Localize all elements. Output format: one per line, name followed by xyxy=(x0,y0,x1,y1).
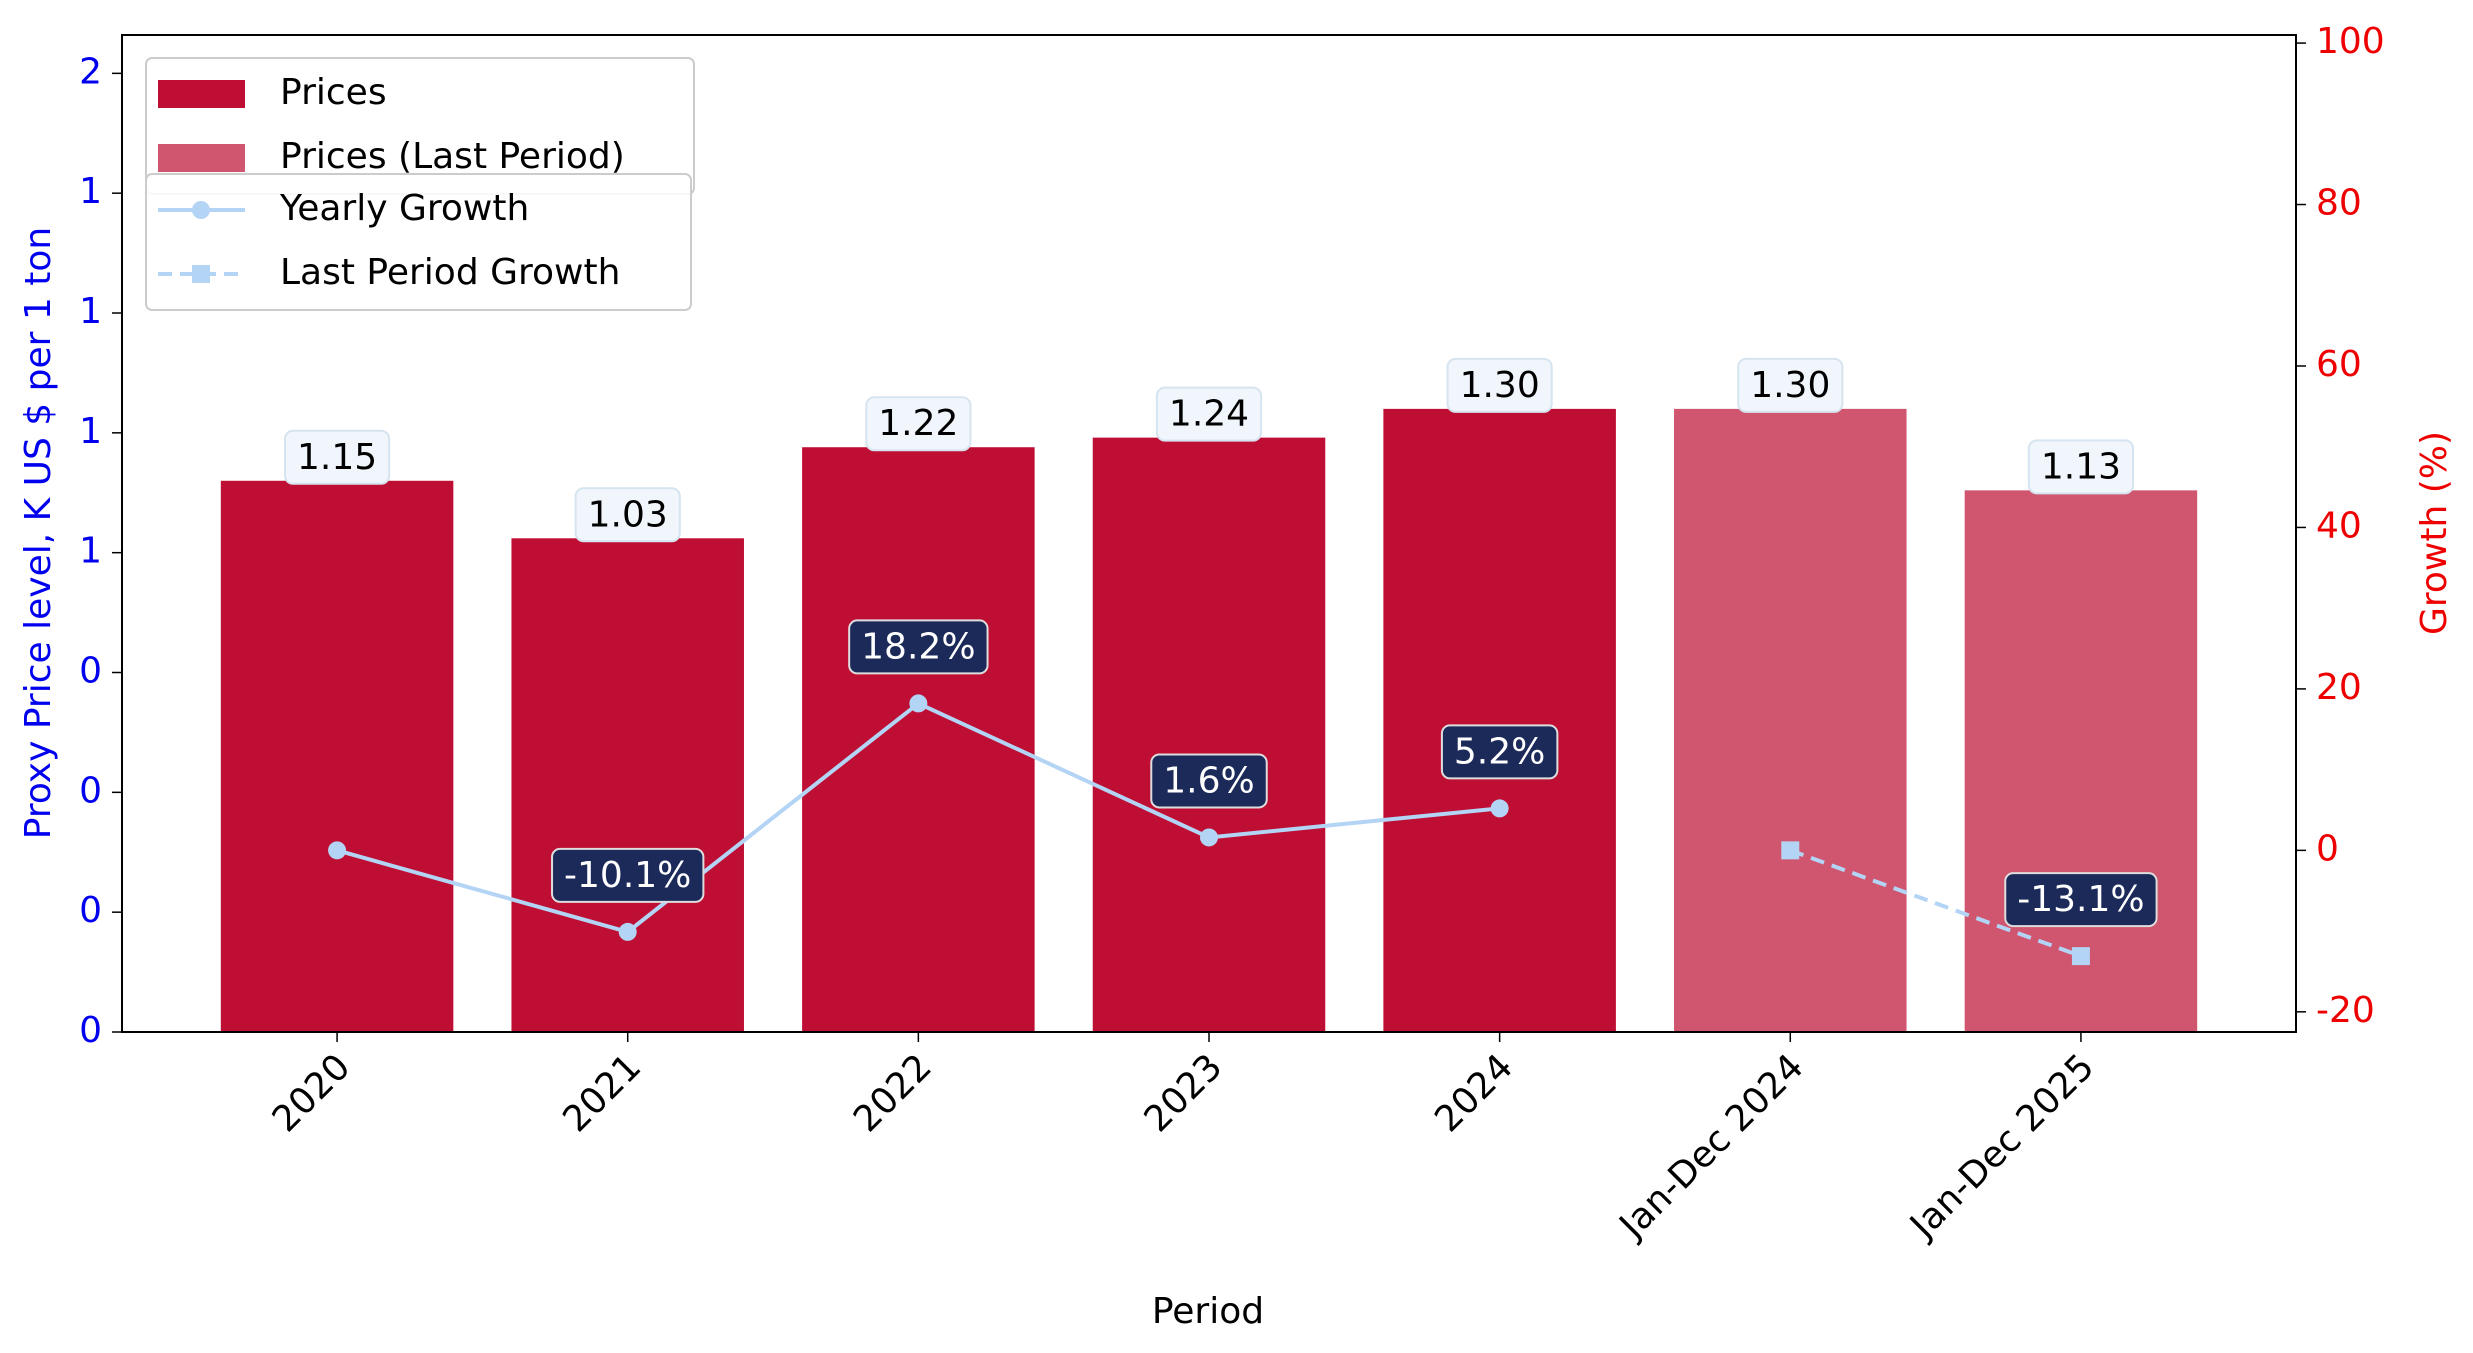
legend-label: Last Period Growth xyxy=(280,252,620,293)
bar xyxy=(511,538,744,1032)
y2-tick-label: -20 xyxy=(2316,990,2375,1031)
label-box xyxy=(1155,386,1263,442)
legend-swatch xyxy=(158,144,245,172)
y2-axis-label: Growth (%) xyxy=(2414,431,2455,635)
data-label: -10.1% xyxy=(564,855,691,896)
legend-swatch xyxy=(158,80,245,108)
data-label: 18.2% xyxy=(861,626,975,667)
y-tick-label: 0 xyxy=(79,1010,102,1051)
x-tick-label: 2022 xyxy=(846,1046,940,1140)
legend-marker xyxy=(192,265,210,283)
marker xyxy=(1490,799,1509,818)
data-label: 1.24 xyxy=(1169,394,1249,435)
label-box xyxy=(1446,357,1553,413)
x-tick-label: 2020 xyxy=(265,1046,359,1140)
label-box xyxy=(1440,724,1559,780)
label-box xyxy=(1150,753,1268,809)
label-box xyxy=(865,396,972,452)
label-box xyxy=(283,429,391,485)
marker xyxy=(328,841,347,860)
data-label: 1.22 xyxy=(878,403,958,444)
y-axis-label: Proxy Price level, K US $ per 1 ton xyxy=(18,227,59,839)
x-tick-label: 2021 xyxy=(555,1046,649,1140)
y-tick-label: 0 xyxy=(79,890,102,931)
label-box xyxy=(848,619,989,675)
y2-tick-label: 40 xyxy=(2316,505,2362,546)
label-box xyxy=(2027,439,2135,495)
legend-label: Yearly Growth xyxy=(279,188,529,229)
marker xyxy=(618,922,637,941)
labels: 1.15 1.03 1.22 1.24 1.30 1.30 1.13 -10.1% 18.2% 1… xyxy=(283,357,2158,928)
data-label: 1.13 xyxy=(2041,446,2121,487)
line xyxy=(1789,848,2082,958)
y-tick-label: 1 xyxy=(79,171,102,212)
bars xyxy=(220,408,2198,1032)
legend-label: Prices (Last Period) xyxy=(280,136,625,177)
y-tick-label: 1 xyxy=(79,291,102,332)
y2-tick-label: 20 xyxy=(2316,667,2362,708)
legend-marker xyxy=(192,201,210,219)
marker xyxy=(1200,828,1218,847)
y-tick-label: 2 xyxy=(79,51,102,92)
marker xyxy=(1781,841,1800,860)
data-label: 1.15 xyxy=(297,437,377,478)
bar xyxy=(220,480,454,1032)
x-tick-label: Jan-Dec 2024 xyxy=(1611,1046,1812,1247)
y-tick-label: 0 xyxy=(79,651,102,692)
y-tick-label: 1 xyxy=(79,531,102,572)
y-tick-label: 1 xyxy=(79,411,102,452)
bar xyxy=(1964,490,2198,1032)
x-tick-label: 2024 xyxy=(1427,1046,1521,1140)
marker xyxy=(2071,947,2090,966)
y2-tick-label: 0 xyxy=(2316,828,2339,869)
legend-label: Prices xyxy=(280,72,387,113)
label-box xyxy=(551,847,705,903)
bar xyxy=(1383,408,1616,1032)
marker xyxy=(909,694,928,713)
label-box xyxy=(574,487,681,543)
label-box xyxy=(2004,872,2158,928)
y-tick-label: 0 xyxy=(79,770,102,811)
lines xyxy=(328,694,2090,966)
label-box xyxy=(1737,357,1844,413)
y2-tick-label: 80 xyxy=(2316,183,2362,224)
bar xyxy=(1674,408,1907,1032)
x-axis-label: Period xyxy=(1152,1291,1264,1332)
bar xyxy=(1092,437,1326,1032)
x-tick-label: Jan-Dec 2025 xyxy=(1901,1046,2102,1247)
legend-box xyxy=(145,173,692,311)
y2-tick-label: 60 xyxy=(2316,344,2362,385)
y2-tick-label: 100 xyxy=(2316,21,2385,62)
data-label: 1.6% xyxy=(1163,760,1254,801)
plot-frame xyxy=(121,34,2297,1033)
data-label: 1.30 xyxy=(1750,365,1830,406)
data-label: -13.1% xyxy=(2017,879,2144,920)
data-label: 5.2% xyxy=(1454,731,1545,772)
data-label: 1.03 xyxy=(588,494,668,535)
x-tick-label: 2023 xyxy=(1137,1046,1231,1140)
data-label: 1.30 xyxy=(1460,365,1540,406)
